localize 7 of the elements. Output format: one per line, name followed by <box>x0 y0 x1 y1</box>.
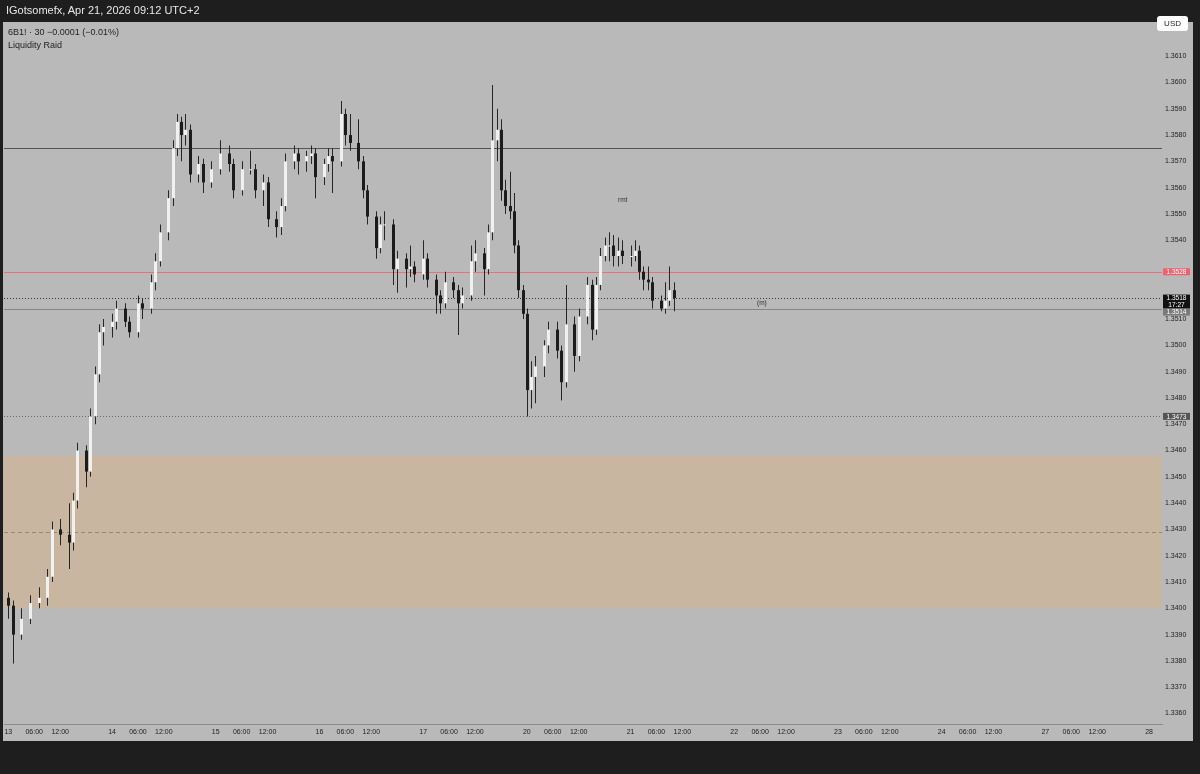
text: Liquidity Raid <box>8 39 64 52</box>
text: 6B1! · 30 −0.0001 (−0.01%) <box>8 26 120 39</box>
y-axis-title: USD <box>1157 16 1188 31</box>
candlestick <box>630 245 633 267</box>
text: IGotsomefx, Apr 21, 2026 09:12 UTC+2 <box>6 4 200 16</box>
candlestick <box>608 232 611 262</box>
candlestick <box>249 150 252 175</box>
